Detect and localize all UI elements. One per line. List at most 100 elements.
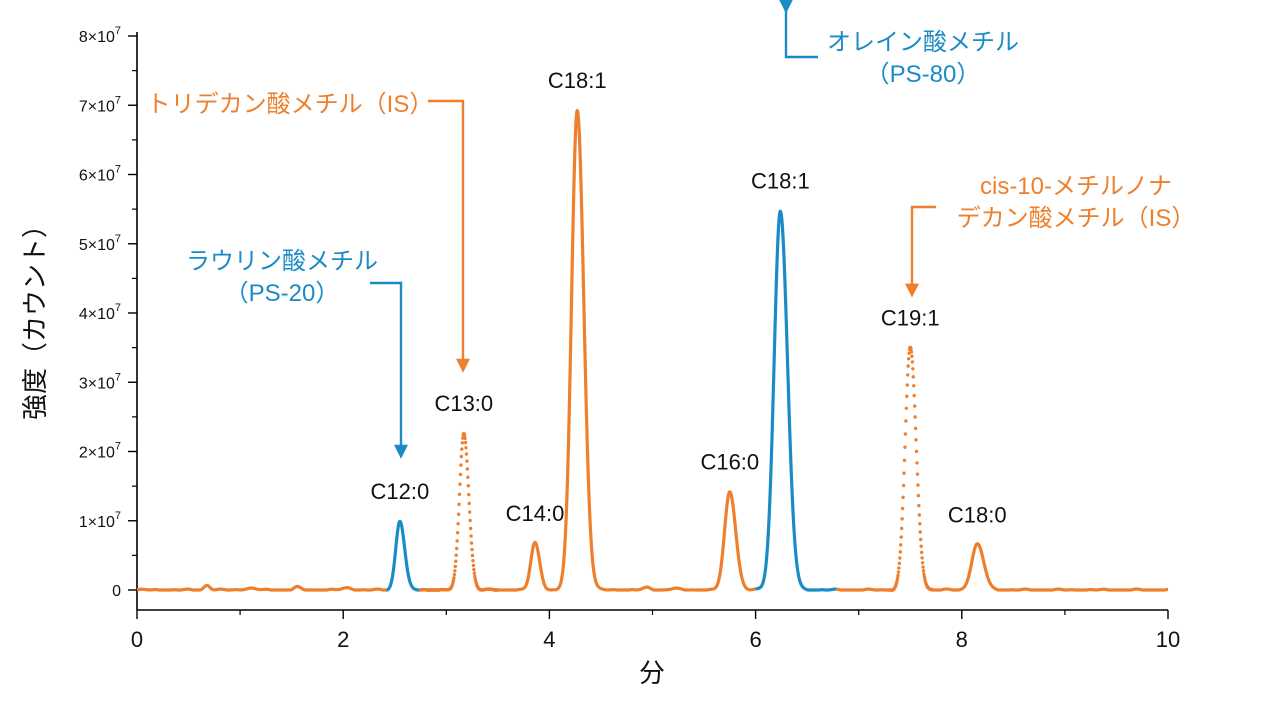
trace-segment-orange (834, 587, 892, 592)
trace-point (900, 517, 904, 521)
peak-label-C14-0: C14:0 (506, 501, 565, 526)
trace-point (904, 419, 908, 423)
annotation-text: （PS-20） (225, 280, 340, 307)
trace-point (455, 530, 460, 535)
trace-point (905, 383, 909, 387)
trace-point (453, 569, 457, 573)
y-axis-title: 強度（カウント） (20, 212, 50, 420)
y-tick-label: 6×107 (79, 164, 121, 185)
trace-point (906, 357, 911, 361)
trace-point (472, 571, 477, 575)
trace-point (906, 364, 910, 368)
trace-point (899, 535, 903, 539)
axes: 0 2 4 6 8 10 0 1×107 2×107 3×107 4×107 5×107 6×107 7×… (79, 25, 1180, 652)
annotation-arrow-line (428, 99, 465, 361)
trace-point (912, 384, 916, 388)
trace-point (468, 510, 472, 514)
y-tick-label: 1×107 (79, 510, 121, 531)
trace-point (896, 570, 901, 574)
annotation-arrow-head (905, 283, 919, 298)
trace-segment-orange (135, 583, 388, 592)
trace-point (914, 449, 919, 454)
trace-point (897, 566, 901, 570)
trace-point (905, 394, 909, 398)
trace-point (451, 578, 456, 583)
trace-point (898, 550, 902, 554)
trace-point (921, 569, 926, 573)
trace-point (470, 547, 474, 552)
trace-point (912, 404, 917, 408)
annotation-1: ラウリン酸メチル （PS-20） (186, 248, 408, 459)
trace-point (470, 553, 475, 558)
trace-point (920, 556, 924, 560)
trace-point (921, 565, 925, 569)
trace-point (897, 561, 902, 566)
trace-point (469, 541, 474, 545)
trace-point (454, 553, 458, 557)
trace-point (901, 483, 906, 488)
annotation-text: ラウリン酸メチル (186, 248, 378, 275)
trace-point (463, 436, 467, 441)
trace-point (911, 375, 915, 379)
annotation-arrow-head (394, 444, 408, 459)
peak-labels: C12:0 C13:0 C14:0 C18:1 C16:0 C18:1 C19:1 C18:0 (371, 68, 1007, 527)
peak-label-C18-0: C18:0 (948, 502, 1007, 527)
annotation-arrow-head (456, 358, 470, 373)
trace-point (465, 467, 470, 471)
annotation-text: （PS-80） (866, 61, 981, 88)
trace-point (918, 530, 922, 534)
trace-point (457, 492, 462, 497)
trace-point (913, 426, 918, 431)
trace-point (909, 350, 914, 354)
trace-point (903, 445, 907, 449)
trace-point (917, 513, 922, 517)
trace-point (900, 506, 905, 511)
trace-point (467, 501, 471, 506)
trace-point (456, 512, 461, 516)
trace-point (895, 576, 900, 581)
trace-point (466, 484, 471, 488)
trace-point (901, 495, 905, 500)
trace-point (911, 367, 915, 371)
trace-point (899, 526, 904, 531)
x-axis-title: 分 (639, 658, 665, 688)
trace-point (913, 415, 917, 419)
annotations: トリデカン酸メチル（IS） ラウリン酸メチル （PS-20） オレイン酸メチル （PS-… (147, 0, 1195, 459)
peak-label-C18-1: C18:1 (548, 68, 607, 93)
annotation-2: オレイン酸メチル （PS-80） (779, 0, 1019, 88)
trace-point (471, 563, 476, 568)
trace-point (922, 572, 926, 576)
x-tick-label: 6 (749, 627, 761, 652)
y-tick-label: 3×107 (79, 371, 121, 392)
annotation-text: オレイン酸メチル (827, 29, 1019, 56)
trace-point (472, 567, 476, 572)
trace-point (468, 526, 473, 531)
trace-point (910, 360, 915, 364)
trace-point (896, 573, 900, 578)
trace-point (455, 539, 459, 543)
trace-point (458, 482, 462, 486)
trace-point (460, 441, 464, 445)
x-tick-label: 0 (131, 627, 143, 652)
trace-segment-blue (754, 209, 838, 592)
trace-point (462, 433, 467, 438)
trace-point (912, 393, 916, 398)
trace-point (459, 454, 464, 459)
annotation-text: デカン酸メチル（IS） (957, 205, 1196, 232)
trace-point (457, 502, 461, 507)
trace-point (471, 559, 475, 563)
x-tick-label: 10 (1156, 627, 1180, 652)
trace-point (460, 447, 464, 451)
trace-point (910, 354, 914, 358)
trace-point (906, 373, 910, 377)
y-tick-label: 8×107 (79, 25, 121, 46)
trace-segment-orange (931, 542, 1170, 592)
chromatogram-traces (135, 108, 1170, 592)
annotation-0: トリデカン酸メチル（IS） (147, 91, 470, 373)
trace-point (459, 463, 463, 467)
peak-label-C16-0: C16:0 (700, 450, 759, 475)
trace-point (465, 459, 469, 463)
trace-point (914, 438, 918, 442)
